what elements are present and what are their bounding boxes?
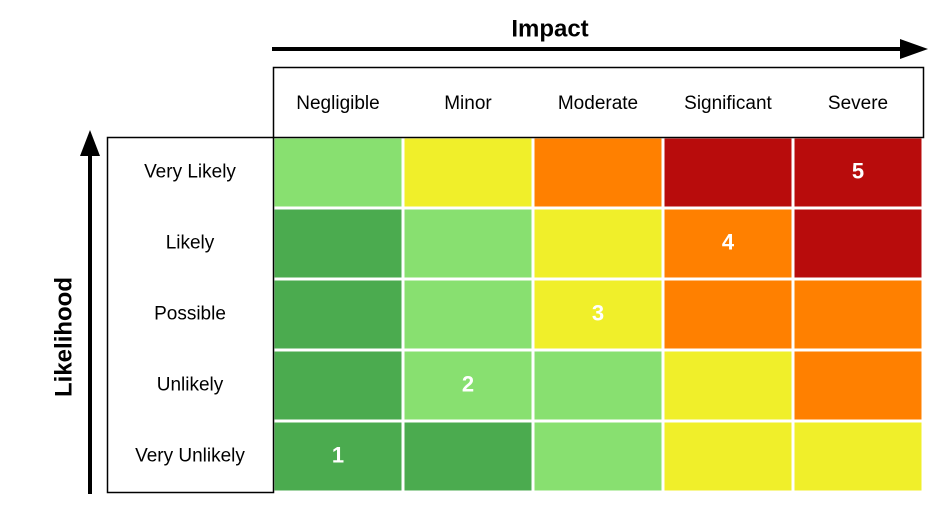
likelihood-title: Likelihood: [50, 277, 77, 397]
risk-cell: [794, 280, 922, 349]
risk-number: 4: [722, 229, 735, 254]
column-header: Significant: [684, 93, 772, 114]
risk-cell: [664, 280, 792, 349]
row-label: Very Unlikely: [135, 446, 245, 467]
risk-number: 1: [332, 442, 344, 467]
risk-cell: [664, 138, 792, 207]
risk-cell: [534, 138, 662, 207]
impact-arrow-head: [900, 39, 928, 59]
risk-number: 2: [462, 371, 474, 396]
risk-cell: [404, 422, 532, 491]
risk-cell: [404, 280, 532, 349]
column-header: Minor: [444, 93, 492, 114]
risk-cell: [534, 351, 662, 420]
risk-cell: [794, 422, 922, 491]
risk-cell: [404, 138, 532, 207]
risk-number: 5: [852, 158, 864, 183]
risk-cell: [404, 351, 532, 420]
row-label: Unlikely: [157, 375, 224, 396]
row-label: Very Likely: [144, 162, 236, 183]
risk-cell: [274, 209, 402, 278]
column-header: Moderate: [558, 93, 638, 114]
risk-cell: [534, 209, 662, 278]
risk-cell: [534, 280, 662, 349]
likelihood-arrow-head: [80, 130, 100, 156]
risk-cell: [794, 138, 922, 207]
row-label: Likely: [166, 233, 215, 254]
risk-cell: [664, 422, 792, 491]
risk-number: 3: [592, 300, 604, 325]
impact-title: Impact: [511, 15, 588, 42]
risk-cell: [274, 280, 402, 349]
risk-cell: [534, 422, 662, 491]
risk-cell: [274, 138, 402, 207]
risk-cell: [794, 351, 922, 420]
header-box: [272, 66, 925, 139]
column-header: Negligible: [296, 93, 379, 114]
risk-cell: [274, 351, 402, 420]
risk-cell: [404, 209, 532, 278]
risk-cell: [794, 209, 922, 278]
row-label-box: [106, 136, 275, 494]
risk-cell: [274, 422, 402, 491]
column-header: Severe: [828, 93, 888, 114]
risk-cell: [664, 351, 792, 420]
row-label: Possible: [154, 304, 226, 325]
risk-cell: [664, 209, 792, 278]
